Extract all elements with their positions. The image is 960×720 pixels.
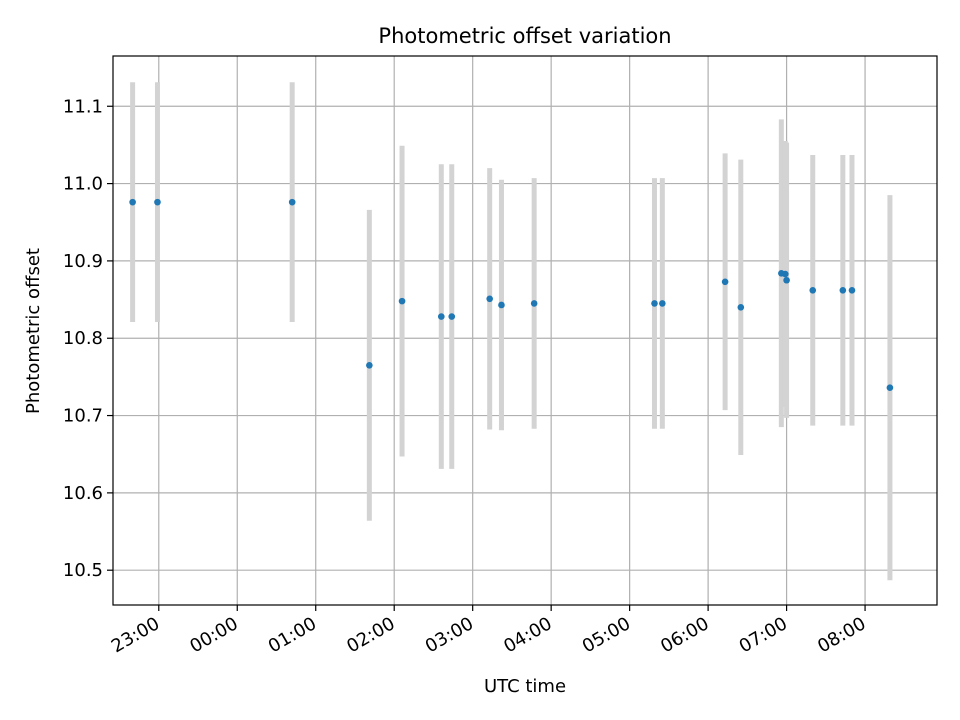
data-point	[659, 300, 666, 307]
data-point	[486, 295, 493, 303]
data-point	[448, 313, 456, 320]
data-point	[839, 286, 847, 294]
data-point	[886, 384, 894, 392]
y-tick-label: 11.1	[63, 96, 103, 117]
data-point	[530, 300, 538, 307]
data-point	[737, 304, 745, 311]
y-tick-label: 10.8	[63, 328, 103, 349]
y-tick-label: 10.9	[63, 251, 103, 272]
grid	[113, 56, 937, 605]
y-tick-label: 10.6	[63, 483, 103, 504]
y-tick-label: 10.5	[63, 560, 103, 581]
data-point	[366, 361, 373, 369]
y-tick-label: 10.7	[63, 406, 103, 427]
data-point	[848, 286, 856, 294]
data-point	[781, 270, 789, 278]
data-point	[809, 286, 817, 294]
data-point	[651, 300, 658, 307]
data-point	[721, 278, 729, 286]
data-points	[129, 198, 894, 392]
data-point	[398, 297, 406, 305]
data-point	[783, 276, 790, 284]
x-axis-label: UTC time	[484, 676, 566, 697]
data-point	[288, 198, 296, 206]
y-axis-label: Photometric offset	[23, 248, 44, 414]
plot-frame	[112, 55, 938, 606]
data-point	[437, 313, 445, 320]
data-point	[498, 301, 505, 309]
data-point	[154, 198, 161, 206]
data-point	[129, 198, 136, 206]
chart-title: Photometric offset variation	[378, 24, 671, 48]
y-axis: 10.5 10.6 10.7 10.8 10.9 11.0 11.1	[63, 96, 113, 581]
y-tick-label: 11.0	[63, 174, 103, 195]
